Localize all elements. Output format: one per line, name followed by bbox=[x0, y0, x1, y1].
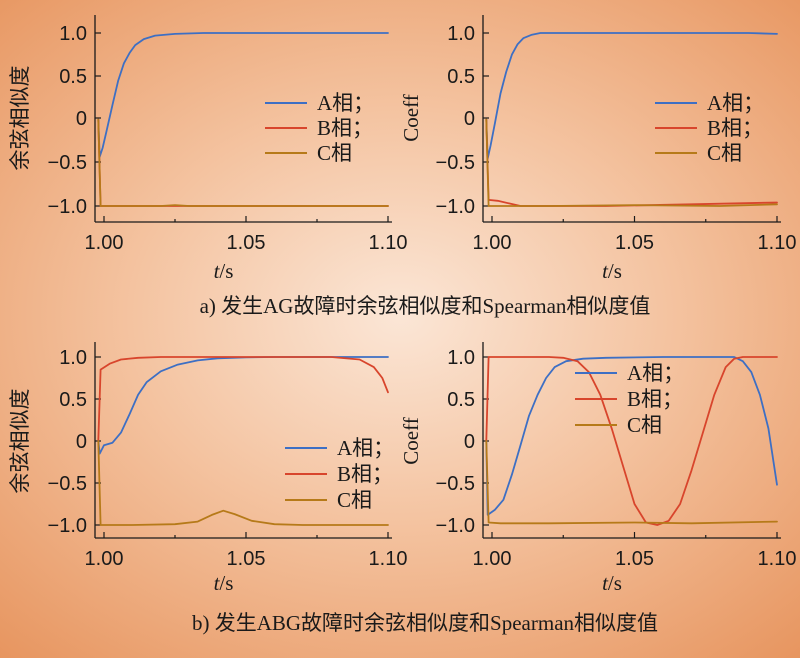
y-tick-label: −1.0 bbox=[48, 515, 87, 537]
x-tick-label: 1.05 bbox=[615, 548, 654, 570]
y-tick-label: 1.0 bbox=[59, 23, 87, 45]
x-axis-title: t/s bbox=[602, 259, 622, 283]
y-axis-title: 余弦相似度 bbox=[8, 66, 32, 171]
legend-label-a: A相； bbox=[707, 91, 764, 115]
series-line-a bbox=[97, 32, 389, 158]
series-line-c bbox=[485, 118, 778, 207]
x-tick-label: 1.05 bbox=[615, 232, 654, 254]
x-tick-label: 1.05 bbox=[227, 232, 266, 254]
x-tick-label: 1.10 bbox=[369, 548, 408, 570]
y-tick-label: −1.0 bbox=[436, 196, 475, 218]
legend-label-c: C相 bbox=[317, 141, 352, 165]
y-tick-label: 0.5 bbox=[447, 389, 475, 411]
x-tick-label: 1.10 bbox=[758, 232, 797, 254]
legend-label-b: B相； bbox=[337, 462, 393, 486]
caption-b: b) 发生ABG故障时余弦相似度和Spearman相似度值 bbox=[192, 611, 658, 635]
x-tick-label: 1.00 bbox=[85, 232, 124, 254]
y-tick-label: 0 bbox=[76, 108, 87, 130]
series-line-b bbox=[485, 118, 778, 207]
series-line-b bbox=[97, 356, 389, 442]
x-tick-label: 1.10 bbox=[758, 548, 797, 570]
y-axis-title: 余弦相似度 bbox=[8, 389, 32, 494]
panel-a-coeff: 1.0 0.5 0 −0.5 −1.0 1.00 1.05 1.10 t/s Coeff A相；B相… bbox=[399, 15, 797, 283]
y-tick-label: 1.0 bbox=[59, 347, 87, 369]
y-tick-label: −1.0 bbox=[48, 196, 87, 218]
y-tick-label: 0 bbox=[76, 431, 87, 453]
y-tick-label: 1.0 bbox=[447, 347, 475, 369]
legend-label-c: C相 bbox=[707, 141, 742, 165]
legend-label-b: B相； bbox=[627, 387, 683, 411]
legend-label-c: C相 bbox=[337, 488, 372, 512]
legend-label-b: B相； bbox=[707, 116, 763, 140]
y-tick-label: 0.5 bbox=[447, 66, 475, 88]
caption-a: a) 发生AG故障时余弦相似度和Spearman相似度值 bbox=[200, 294, 651, 318]
y-tick-label: 0.5 bbox=[59, 66, 87, 88]
x-axis-title: t/s bbox=[602, 571, 622, 595]
y-tick-label: −0.5 bbox=[48, 473, 87, 495]
y-tick-label: 0 bbox=[464, 108, 475, 130]
x-tick-label: 1.00 bbox=[473, 232, 512, 254]
x-tick-label: 1.10 bbox=[369, 232, 408, 254]
series-line-c bbox=[97, 440, 389, 526]
y-tick-label: −0.5 bbox=[436, 152, 475, 174]
legend-label-a: A相； bbox=[627, 361, 684, 385]
y-tick-label: 0.5 bbox=[59, 389, 87, 411]
x-tick-label: 1.00 bbox=[473, 548, 512, 570]
legend-label-b: B相； bbox=[317, 116, 373, 140]
y-tick-label: 1.0 bbox=[447, 23, 475, 45]
y-axis-title: Coeff bbox=[399, 417, 423, 464]
y-tick-label: 0 bbox=[464, 431, 475, 453]
x-axis-title: t/s bbox=[214, 259, 234, 283]
series-line-a bbox=[485, 32, 778, 160]
y-tick-label: −1.0 bbox=[436, 515, 475, 537]
series-line-c bbox=[485, 440, 778, 525]
y-axis-title: Coeff bbox=[399, 94, 423, 141]
x-tick-label: 1.05 bbox=[227, 548, 266, 570]
legend-label-a: A相； bbox=[337, 436, 394, 460]
panel-b-cosine: 1.0 0.5 0 −0.5 −1.0 1.00 1.05 1.10 t/s 余弦相似度 A相；B相… bbox=[8, 342, 408, 595]
legend-label-a: A相； bbox=[317, 91, 374, 115]
x-axis-title: t/s bbox=[214, 571, 234, 595]
series-line-a bbox=[485, 356, 778, 516]
x-tick-label: 1.00 bbox=[85, 548, 124, 570]
y-tick-label: −0.5 bbox=[436, 473, 475, 495]
panel-a-cosine: 1.0 0.5 0 −0.5 −1.0 1.00 1.05 1.10 t/s 余弦相似度 A相；B相… bbox=[8, 15, 408, 283]
legend-label-c: C相 bbox=[627, 413, 662, 437]
y-tick-label: −0.5 bbox=[48, 152, 87, 174]
series-line-c bbox=[97, 118, 389, 207]
panel-b-coeff: 1.0 0.5 0 −0.5 −1.0 1.00 1.05 1.10 t/s Coeff A相；B相… bbox=[399, 342, 797, 595]
